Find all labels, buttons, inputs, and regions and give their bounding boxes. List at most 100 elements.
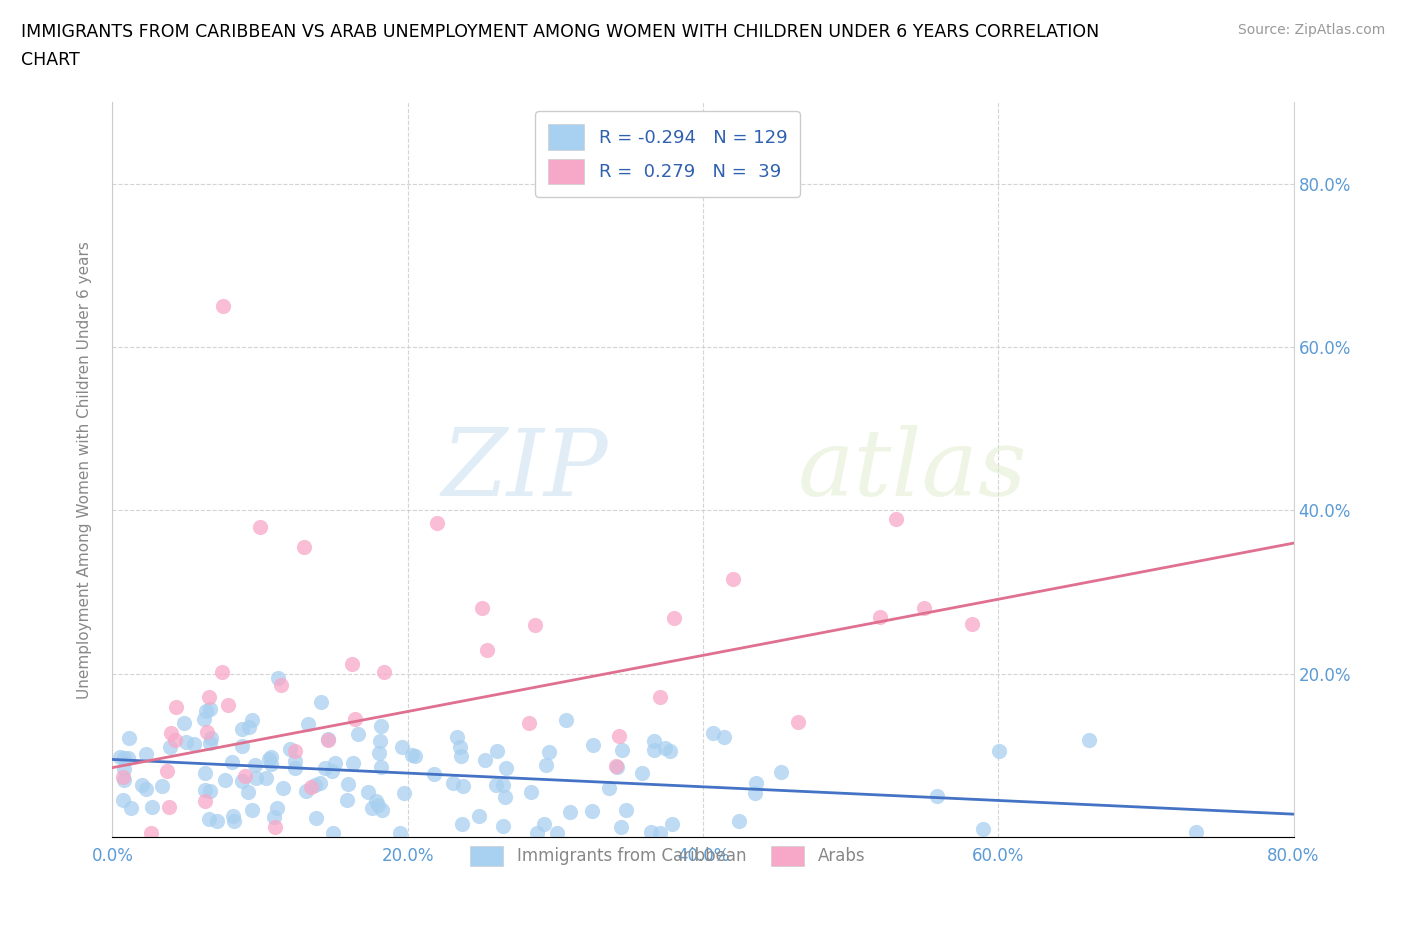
Point — [538, 745, 561, 760]
Point — [340, 657, 363, 671]
Point — [370, 719, 392, 734]
Point — [347, 726, 370, 741]
Point — [292, 539, 315, 554]
Point — [475, 643, 498, 658]
Point — [112, 762, 135, 777]
Point — [231, 738, 253, 753]
Point — [1185, 824, 1208, 839]
Point — [221, 754, 243, 769]
Point — [534, 757, 557, 772]
Point — [194, 782, 217, 797]
Point — [357, 784, 380, 799]
Point — [270, 677, 292, 692]
Point — [517, 715, 540, 730]
Point — [371, 803, 394, 817]
Point — [495, 760, 517, 775]
Point — [316, 731, 339, 746]
Point — [198, 701, 221, 716]
Point — [960, 617, 983, 631]
Legend: Immigrants from Caribbean, Arabs: Immigrants from Caribbean, Arabs — [463, 839, 872, 872]
Point — [925, 789, 948, 804]
Point — [391, 739, 413, 754]
Point — [159, 740, 181, 755]
Point — [533, 817, 555, 831]
Point — [659, 743, 682, 758]
Point — [598, 780, 620, 795]
Point — [786, 715, 808, 730]
Point — [616, 803, 638, 817]
Point — [211, 665, 233, 680]
Point — [108, 750, 131, 764]
Point — [423, 766, 446, 781]
Point — [450, 749, 472, 764]
Point — [254, 771, 277, 786]
Point — [494, 790, 516, 804]
Point — [401, 748, 423, 763]
Point — [304, 777, 326, 792]
Point — [323, 755, 346, 770]
Y-axis label: Unemployment Among Women with Children Under 6 years: Unemployment Among Women with Children U… — [77, 241, 91, 698]
Point — [426, 515, 449, 530]
Point — [610, 742, 633, 757]
Point — [238, 720, 260, 735]
Point — [139, 826, 162, 841]
Text: ZIP: ZIP — [441, 425, 609, 514]
Point — [654, 741, 676, 756]
Point — [174, 735, 197, 750]
Point — [267, 671, 290, 685]
Point — [640, 825, 662, 840]
Point — [194, 765, 217, 780]
Point — [336, 792, 359, 807]
Point — [284, 744, 307, 759]
Point — [131, 777, 153, 792]
Point — [643, 734, 665, 749]
Point — [988, 744, 1011, 759]
Point — [648, 826, 671, 841]
Point — [200, 736, 222, 751]
Text: IMMIGRANTS FROM CARIBBEAN VS ARAB UNEMPLOYMENT AMONG WOMEN WITH CHILDREN UNDER 6: IMMIGRANTS FROM CARIBBEAN VS ARAB UNEMPL… — [21, 23, 1099, 41]
Point — [243, 757, 266, 772]
Point — [112, 769, 135, 784]
Point — [112, 772, 135, 787]
Point — [491, 777, 513, 792]
Point — [200, 731, 222, 746]
Point — [388, 826, 411, 841]
Point — [321, 764, 343, 778]
Point — [231, 722, 253, 737]
Point — [249, 519, 271, 534]
Point — [914, 601, 936, 616]
Point — [344, 712, 367, 727]
Point — [183, 737, 205, 751]
Point — [112, 793, 135, 808]
Point — [470, 601, 494, 616]
Point — [198, 689, 221, 704]
Point — [370, 760, 392, 775]
Point — [468, 809, 491, 824]
Point — [297, 717, 319, 732]
Text: atlas: atlas — [797, 425, 1026, 514]
Point — [662, 611, 685, 626]
Point — [342, 756, 364, 771]
Point — [519, 784, 541, 799]
Point — [661, 817, 683, 831]
Point — [193, 711, 215, 726]
Point — [314, 761, 336, 776]
Point — [364, 793, 387, 808]
Point — [485, 777, 508, 792]
Point — [713, 730, 735, 745]
Point — [972, 822, 994, 837]
Point — [523, 618, 546, 632]
Point — [152, 779, 174, 794]
Point — [240, 803, 263, 817]
Point — [200, 783, 222, 798]
Point — [606, 759, 628, 774]
Point — [373, 665, 395, 680]
Point — [263, 809, 285, 824]
Point — [222, 813, 245, 828]
Point — [299, 779, 322, 794]
Point — [449, 739, 471, 754]
Point — [609, 819, 631, 834]
Point — [245, 771, 267, 786]
Point — [368, 746, 391, 761]
Point — [278, 742, 301, 757]
